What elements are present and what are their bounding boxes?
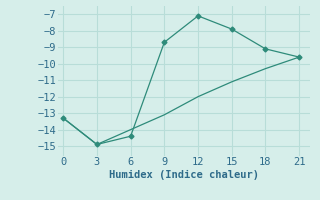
X-axis label: Humidex (Indice chaleur): Humidex (Indice chaleur) — [109, 170, 259, 180]
